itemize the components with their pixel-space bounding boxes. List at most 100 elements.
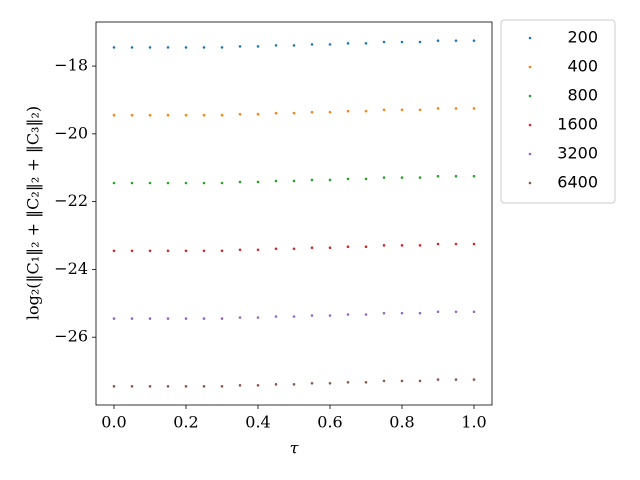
point (418, 40, 422, 44)
y-axis-label: log₂(‖C₁‖₂ + ‖C₂‖₂ + ‖C₃‖₂) (24, 106, 43, 320)
legend-marker (528, 181, 532, 185)
point (292, 247, 296, 251)
point (148, 181, 152, 185)
point (202, 385, 206, 388)
point (292, 179, 296, 183)
point (454, 378, 458, 381)
legend-label: 800 (567, 86, 598, 105)
point (274, 179, 278, 183)
point (400, 311, 404, 315)
point (184, 385, 188, 388)
point (292, 44, 296, 47)
point (256, 316, 260, 319)
point (328, 382, 332, 385)
point (130, 385, 134, 388)
point (454, 310, 458, 314)
point (274, 315, 278, 318)
point (202, 249, 206, 253)
point (454, 39, 458, 42)
point (256, 384, 260, 387)
legend-marker (528, 123, 532, 127)
point (346, 380, 350, 384)
point (148, 46, 152, 49)
point (292, 315, 296, 318)
point (310, 178, 314, 182)
point (256, 45, 260, 48)
point (436, 174, 440, 178)
point (418, 108, 422, 112)
point (418, 379, 422, 383)
point (112, 113, 116, 117)
plot-frame (95, 21, 493, 406)
point (454, 174, 458, 178)
point (328, 178, 332, 182)
point (238, 248, 242, 252)
point (202, 181, 206, 185)
point (184, 46, 188, 49)
point (454, 107, 458, 110)
point (418, 176, 422, 179)
legend-marker (528, 152, 532, 156)
legend-label: 3200 (557, 144, 598, 163)
point (184, 317, 188, 320)
point (238, 384, 242, 387)
point (382, 176, 386, 179)
point (418, 244, 422, 247)
point (382, 108, 386, 112)
point (328, 246, 332, 250)
point (256, 112, 260, 116)
point (220, 113, 224, 117)
point (166, 249, 170, 253)
point (472, 242, 476, 246)
legend-label: 1600 (557, 115, 598, 134)
y-tick-label: −26 (54, 327, 88, 346)
point (292, 383, 296, 386)
point (274, 44, 278, 47)
point (112, 317, 116, 320)
point (400, 379, 404, 383)
point (436, 107, 440, 110)
point (220, 249, 224, 253)
point (148, 249, 152, 253)
point (220, 317, 224, 320)
point (274, 383, 278, 386)
point (436, 242, 440, 246)
point (112, 181, 116, 185)
legend-label: 200 (567, 28, 598, 47)
point (238, 112, 242, 116)
point (130, 249, 134, 253)
point (454, 242, 458, 246)
point (472, 378, 476, 381)
y-tick-label: −22 (54, 191, 88, 210)
point (130, 317, 134, 320)
point (400, 40, 404, 44)
point (364, 42, 368, 45)
point (130, 46, 134, 49)
x-tick-label: 0.0 (101, 413, 126, 432)
point (220, 385, 224, 388)
point (238, 180, 242, 184)
point (166, 385, 170, 388)
point (472, 174, 476, 178)
point (364, 313, 368, 316)
point (364, 109, 368, 113)
point (184, 249, 188, 253)
point (472, 39, 476, 42)
point (436, 378, 440, 381)
point (256, 248, 260, 252)
point (346, 245, 350, 249)
point (292, 111, 296, 115)
point (382, 244, 386, 247)
point (346, 109, 350, 113)
point (166, 113, 170, 117)
x-tick-label: 0.4 (245, 413, 270, 432)
x-tick-label: 0.8 (389, 413, 414, 432)
legend-label: 400 (567, 57, 598, 76)
point (166, 317, 170, 320)
x-axis-label: τ (290, 439, 300, 458)
point (310, 110, 314, 114)
point (436, 39, 440, 42)
point (184, 181, 188, 185)
point (346, 313, 350, 316)
